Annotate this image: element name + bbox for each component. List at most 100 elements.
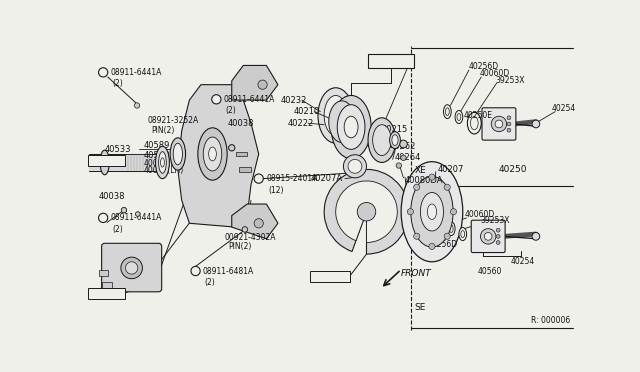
Text: SE: SE	[414, 304, 426, 312]
Circle shape	[99, 213, 108, 222]
Circle shape	[492, 116, 507, 132]
Ellipse shape	[357, 202, 376, 221]
Text: (12): (12)	[269, 186, 284, 195]
Circle shape	[191, 266, 200, 276]
Ellipse shape	[457, 113, 461, 121]
Polygon shape	[232, 204, 278, 239]
Text: 08921-3252A: 08921-3252A	[147, 116, 198, 125]
Text: 40560: 40560	[477, 267, 502, 276]
Circle shape	[121, 208, 127, 213]
Text: 40080DA: 40080DA	[405, 176, 444, 185]
FancyBboxPatch shape	[482, 108, 516, 140]
Bar	[88, 155, 125, 166]
Circle shape	[429, 243, 435, 250]
Text: 40060D: 40060D	[464, 210, 495, 219]
Text: R: 000006: R: 000006	[531, 316, 570, 325]
Ellipse shape	[156, 146, 170, 179]
Circle shape	[413, 233, 420, 239]
Text: FRONT: FRONT	[401, 269, 432, 278]
Circle shape	[496, 234, 500, 238]
Ellipse shape	[444, 105, 451, 119]
Text: 40533: 40533	[105, 145, 131, 154]
Circle shape	[99, 68, 108, 77]
Ellipse shape	[401, 162, 463, 262]
Circle shape	[401, 155, 406, 161]
Ellipse shape	[344, 116, 358, 138]
Bar	[310, 271, 349, 282]
Ellipse shape	[459, 228, 467, 241]
Circle shape	[242, 227, 248, 232]
Text: 40202M: 40202M	[373, 56, 409, 65]
Ellipse shape	[445, 108, 449, 115]
Text: 40250: 40250	[499, 165, 527, 174]
Ellipse shape	[204, 137, 221, 171]
Circle shape	[496, 241, 500, 244]
Circle shape	[228, 145, 235, 151]
Text: 00921-4302A: 00921-4302A	[224, 232, 276, 242]
Bar	[236, 152, 247, 156]
Text: N: N	[100, 215, 106, 220]
FancyBboxPatch shape	[102, 243, 162, 292]
Bar	[99, 270, 108, 276]
Bar	[88, 288, 125, 299]
Ellipse shape	[318, 88, 353, 143]
Circle shape	[507, 116, 511, 120]
Text: 40015(LH): 40015(LH)	[143, 166, 184, 176]
Text: 08911-6441A: 08911-6441A	[110, 68, 161, 77]
Text: N: N	[193, 269, 198, 273]
Ellipse shape	[324, 96, 348, 135]
Wedge shape	[324, 169, 409, 254]
Ellipse shape	[344, 155, 367, 178]
Text: 40014(RH): 40014(RH)	[143, 159, 184, 168]
Circle shape	[212, 95, 221, 104]
Text: N: N	[100, 70, 106, 75]
FancyBboxPatch shape	[471, 220, 505, 253]
Circle shape	[121, 257, 143, 279]
Text: 40210: 40210	[294, 107, 321, 116]
Text: 40232: 40232	[280, 96, 307, 105]
Text: 40254: 40254	[552, 104, 577, 113]
Text: 40038: 40038	[99, 192, 125, 201]
Circle shape	[444, 233, 451, 239]
Ellipse shape	[455, 110, 463, 124]
Ellipse shape	[392, 135, 398, 145]
Text: N: N	[214, 97, 219, 102]
Circle shape	[254, 219, 263, 228]
Circle shape	[254, 174, 263, 183]
Ellipse shape	[428, 204, 436, 219]
Text: 40060D: 40060D	[480, 70, 510, 78]
Text: 40589: 40589	[143, 141, 170, 150]
Text: 39253X: 39253X	[496, 76, 525, 85]
Ellipse shape	[337, 105, 365, 150]
Polygon shape	[178, 85, 259, 227]
Text: 40038: 40038	[228, 119, 255, 128]
Ellipse shape	[161, 158, 164, 167]
Text: 08911-6441A: 08911-6441A	[223, 95, 275, 104]
Circle shape	[532, 232, 540, 240]
Text: SEC.391: SEC.391	[90, 155, 122, 165]
Ellipse shape	[372, 125, 391, 155]
Text: 40207: 40207	[437, 165, 464, 174]
Text: 40207A: 40207A	[311, 174, 343, 183]
Text: 40262: 40262	[390, 142, 416, 151]
Circle shape	[242, 227, 248, 232]
Circle shape	[134, 103, 140, 108]
Circle shape	[121, 208, 127, 213]
Circle shape	[136, 212, 140, 217]
Circle shape	[507, 122, 511, 126]
Circle shape	[444, 184, 451, 190]
Text: 40256D: 40256D	[428, 240, 458, 249]
Circle shape	[532, 120, 540, 128]
Text: (2): (2)	[113, 79, 123, 89]
Ellipse shape	[420, 192, 444, 231]
Text: (2): (2)	[225, 106, 236, 115]
Ellipse shape	[100, 150, 109, 175]
Text: 40264: 40264	[394, 153, 420, 161]
Text: (2): (2)	[205, 278, 216, 287]
Text: PIN(2): PIN(2)	[151, 126, 174, 135]
Ellipse shape	[368, 118, 396, 163]
Ellipse shape	[159, 152, 166, 173]
Text: PIN(2): PIN(2)	[228, 242, 252, 251]
Circle shape	[407, 209, 413, 215]
Text: 40254: 40254	[511, 257, 535, 266]
